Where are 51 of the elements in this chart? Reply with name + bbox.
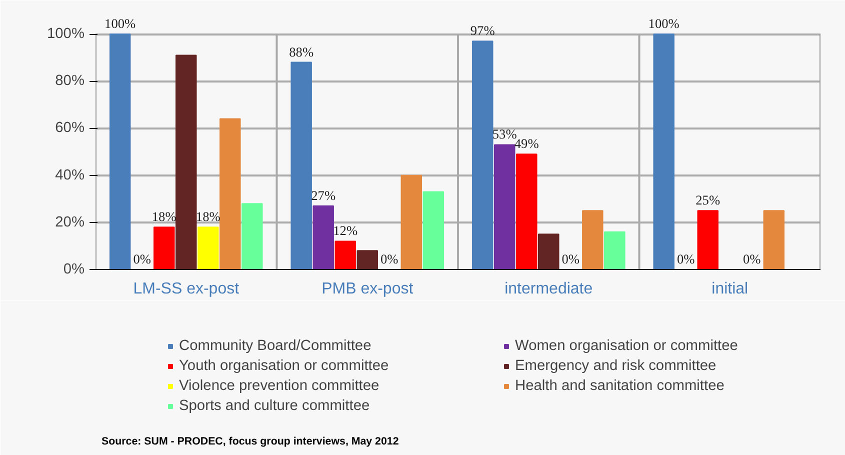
data-label: 53% xyxy=(492,126,517,142)
bar xyxy=(290,62,312,270)
bar xyxy=(198,226,219,270)
y-tick-label: 0% xyxy=(63,262,85,278)
bar xyxy=(356,250,378,270)
data-label: 12% xyxy=(333,223,358,238)
bar xyxy=(242,203,263,270)
x-tick-label: LM-SS ex-post xyxy=(133,280,240,298)
bar xyxy=(109,34,131,270)
data-label: 100% xyxy=(648,16,680,32)
bar xyxy=(582,210,604,270)
data-label: 97% xyxy=(470,23,495,38)
data-label: 0% xyxy=(380,252,398,266)
data-label: 100% xyxy=(104,16,136,32)
y-tick-label: 60% xyxy=(55,120,85,136)
data-label: 25% xyxy=(696,192,720,208)
x-tick-label: PMB ex-post xyxy=(322,280,414,298)
data-label: 88% xyxy=(289,44,314,60)
bar xyxy=(763,210,785,270)
x-tick-label: intermediate xyxy=(504,280,593,298)
bar xyxy=(472,40,494,270)
bar xyxy=(176,54,197,270)
bar xyxy=(153,226,175,270)
x-tick-label: initial xyxy=(712,280,748,298)
bar xyxy=(312,205,334,270)
legend-label: Women organisation or committee xyxy=(515,337,739,355)
bar xyxy=(422,191,444,270)
y-tick-label: 40% xyxy=(55,167,85,184)
legend-label: Health and sanitation committee xyxy=(515,377,726,395)
legend-label: Violence prevention committee xyxy=(179,377,380,395)
data-label: 0% xyxy=(676,252,695,266)
legend-label: Sports and culture committee xyxy=(179,397,371,415)
bar xyxy=(494,144,516,270)
y-tick-label: 100% xyxy=(47,26,85,42)
legend-label: Community Board/Committee xyxy=(179,337,372,355)
bar xyxy=(604,231,626,270)
source-note: Source: SUM - PRODEC, focus group interviews, May 2012 xyxy=(102,436,399,448)
bar xyxy=(653,34,674,270)
y-tick-label: 80% xyxy=(55,73,85,90)
data-label: 0% xyxy=(743,252,761,266)
bar xyxy=(334,240,356,270)
legend-label: Emergency and risk committee xyxy=(515,357,718,375)
bar xyxy=(538,234,560,270)
data-label: 0% xyxy=(562,252,580,266)
bar xyxy=(516,154,538,270)
data-label: 0% xyxy=(133,252,152,266)
y-tick-label: 20% xyxy=(55,214,85,230)
bar xyxy=(220,118,241,270)
legend-label: Youth organisation or committee xyxy=(179,357,390,375)
bar xyxy=(697,210,718,270)
bar xyxy=(400,174,422,270)
